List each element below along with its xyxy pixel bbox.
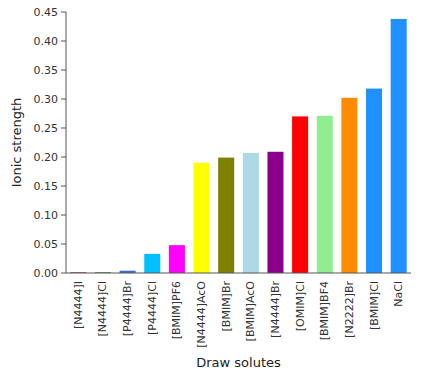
bar <box>194 163 210 273</box>
x-tick-label: [N4444]Cl <box>96 281 109 337</box>
bar <box>218 158 234 273</box>
x-tick-label: [P4444]Br <box>121 281 134 337</box>
x-tick-label: [BMIM]Cl <box>368 281 381 330</box>
y-tick <box>61 215 66 216</box>
y-tick-label: 0.40 <box>34 35 59 48</box>
bar <box>317 116 333 273</box>
bar <box>144 254 160 273</box>
y-tick-label: 0.25 <box>34 122 59 135</box>
bars <box>70 19 406 273</box>
x-tick-label: [N4444]AcO <box>195 281 208 348</box>
x-tick-label: [BMIM]BF4 <box>318 281 331 340</box>
y-tick-label: 0.20 <box>34 151 59 164</box>
y-tick <box>61 186 66 187</box>
y-tick <box>61 244 66 245</box>
bar <box>366 89 382 273</box>
x-tick-label: [N4444]Br <box>269 281 282 338</box>
x-tick-label: [BMIM]AcO <box>244 281 257 342</box>
bar <box>391 19 407 273</box>
y-tick <box>61 128 66 129</box>
y-tick-label: 0.35 <box>34 64 59 77</box>
x-tick-label: [N4444]I <box>72 281 85 329</box>
y-axis-label: Ionic strength <box>9 98 24 188</box>
y-tick <box>61 12 66 13</box>
x-tick-label: [N2222]Br <box>343 281 356 338</box>
bar <box>341 98 357 273</box>
bar <box>292 116 308 273</box>
y-tick <box>61 70 66 71</box>
x-tick-label: NaCl <box>392 281 405 307</box>
y-tick-label: 0.05 <box>34 238 59 251</box>
y-tick <box>61 273 66 274</box>
y-tick <box>61 157 66 158</box>
bar <box>267 152 283 273</box>
y-tick <box>61 41 66 42</box>
y-tick-label: 0.45 <box>34 6 59 19</box>
x-axis-label: Draw solutes <box>196 355 281 370</box>
y-tick-label: 0.00 <box>34 267 59 280</box>
y-axis <box>66 12 67 273</box>
y-tick-label: 0.10 <box>34 209 59 222</box>
bar <box>169 245 185 273</box>
x-tick-label: [BMIM]Br <box>220 281 233 332</box>
bar <box>243 153 259 273</box>
y-tick <box>61 99 66 100</box>
x-axis <box>66 273 411 274</box>
y-tick-label: 0.15 <box>34 180 59 193</box>
x-tick-label: [P4444]Cl <box>146 281 159 335</box>
x-tick-label: [BMIM]PF6 <box>170 281 183 339</box>
x-tick-label: [OMIM]Cl <box>294 281 307 331</box>
y-tick-label: 0.30 <box>34 93 59 106</box>
chart: 0.00 0.05 0.10 0.15 0.20 0.25 0.30 0.35 0.40 0.45… <box>0 0 423 375</box>
